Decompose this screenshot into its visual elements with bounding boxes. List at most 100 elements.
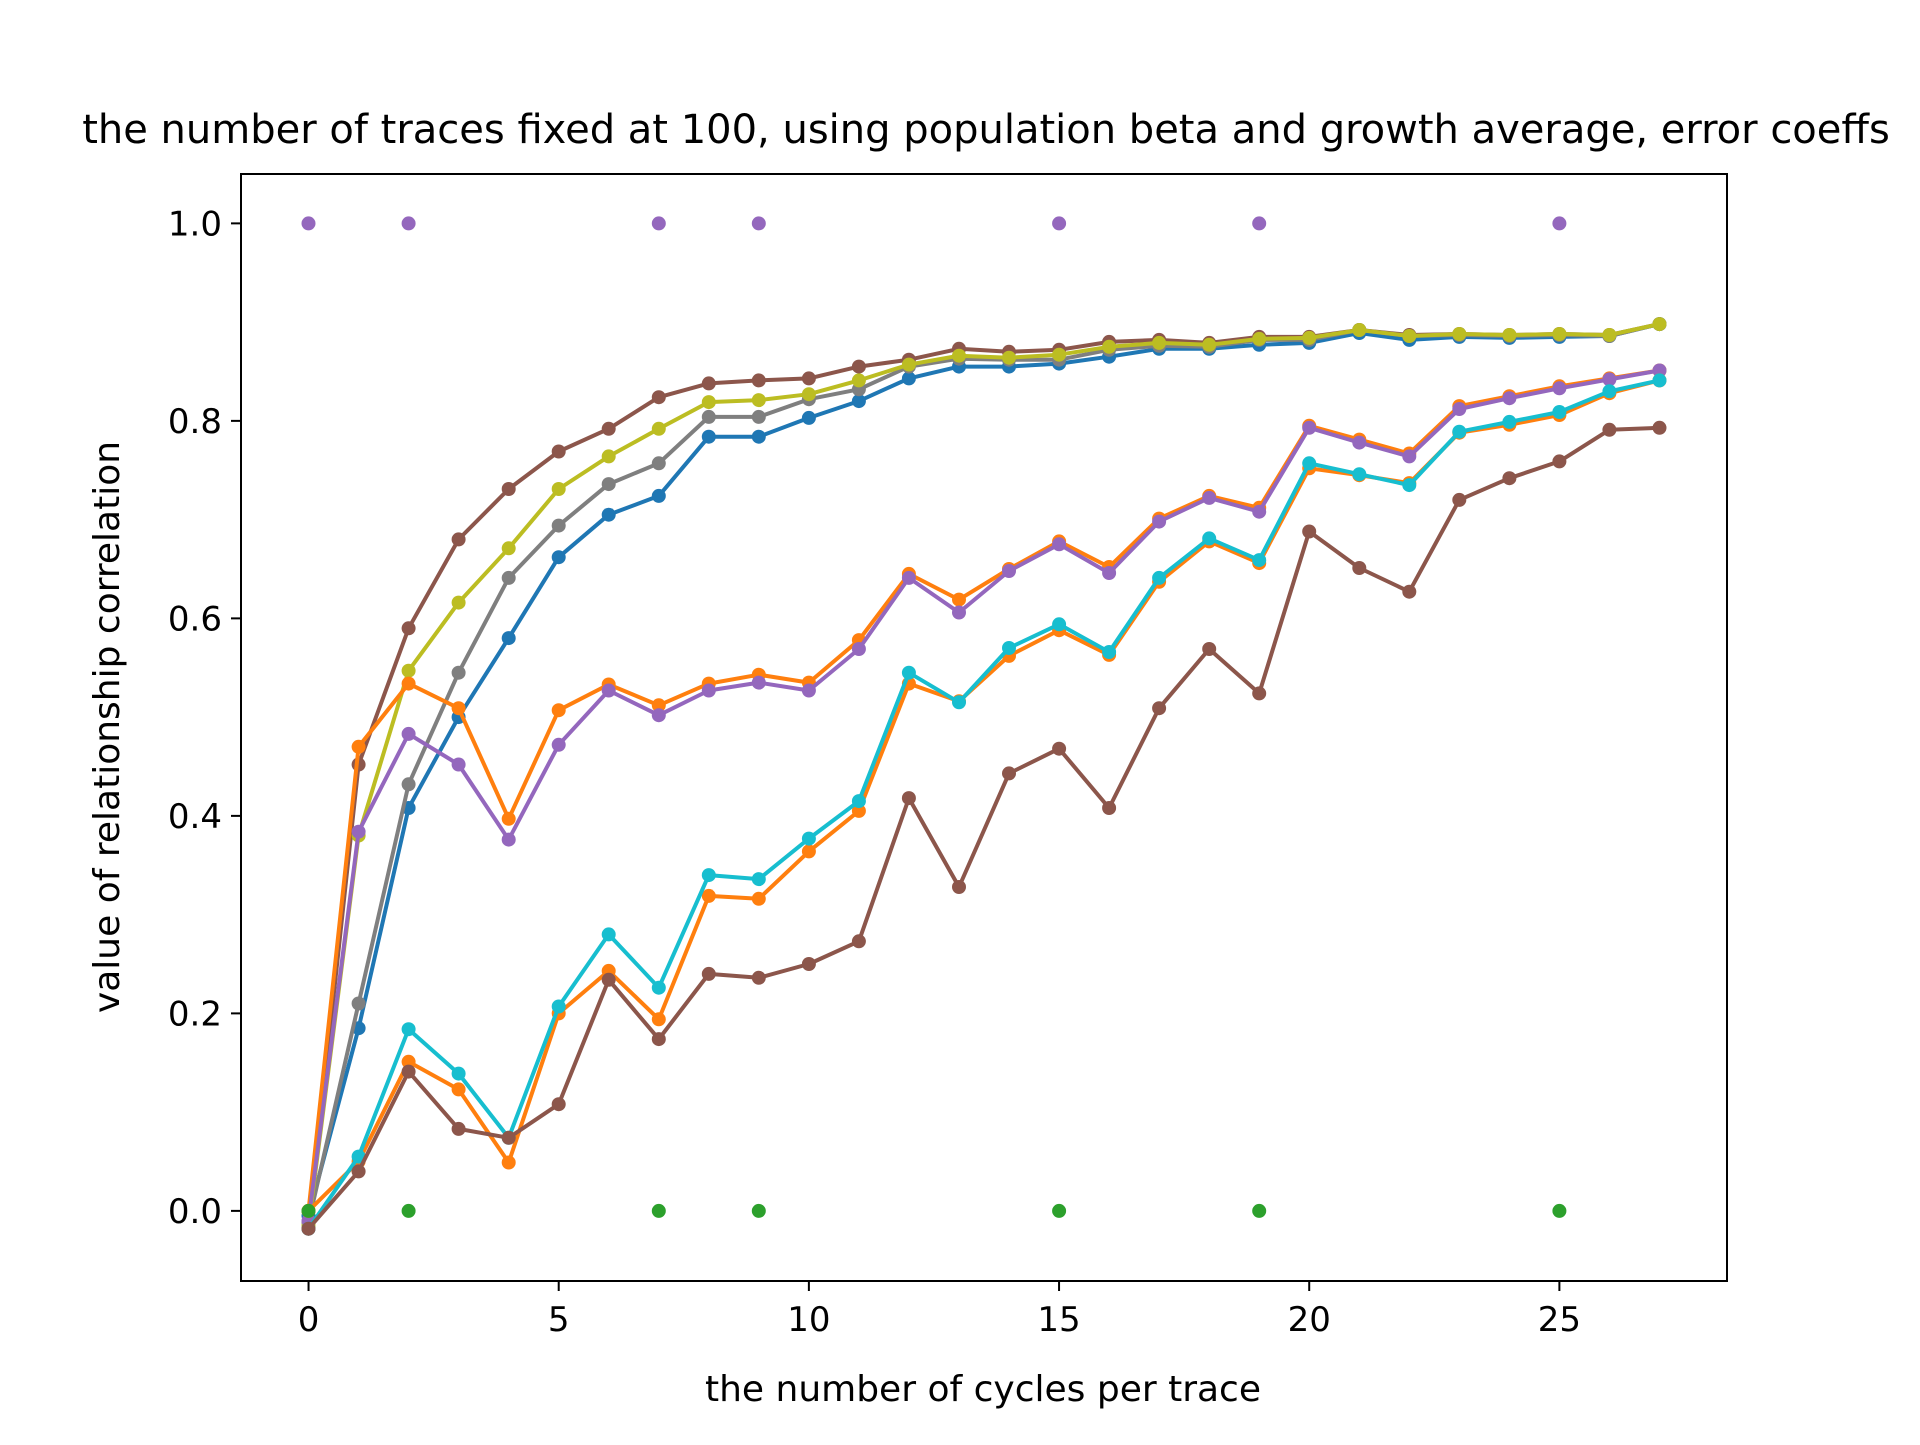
data-point xyxy=(1402,449,1417,464)
data-point xyxy=(1002,564,1016,578)
data-point xyxy=(751,970,766,985)
y-tick-label: 1.0 xyxy=(168,204,222,244)
data-point xyxy=(701,966,716,981)
series-2 xyxy=(301,317,1667,1230)
data-point xyxy=(401,676,416,691)
data-point xyxy=(1052,617,1067,632)
data-point xyxy=(451,701,466,716)
data-point xyxy=(451,1082,466,1097)
data-point xyxy=(1052,216,1067,231)
data-point xyxy=(1052,1203,1067,1218)
data-point xyxy=(401,663,416,678)
data-point xyxy=(801,371,816,386)
data-point xyxy=(1002,641,1016,655)
data-point xyxy=(801,683,816,698)
data-point xyxy=(1252,686,1267,701)
data-point xyxy=(601,927,616,942)
data-point xyxy=(551,482,566,496)
data-point xyxy=(1502,391,1517,406)
data-point xyxy=(1402,478,1417,493)
data-point xyxy=(851,642,866,656)
data-point xyxy=(701,409,716,424)
data-point xyxy=(1152,514,1167,529)
x-tick-label: 0 xyxy=(298,1300,320,1340)
data-point xyxy=(301,216,316,231)
data-point xyxy=(1502,328,1517,342)
data-point xyxy=(1552,1203,1567,1218)
data-point xyxy=(401,1064,416,1079)
data-point xyxy=(1402,329,1417,343)
series-8 xyxy=(301,420,1667,1236)
data-point xyxy=(651,390,666,405)
data-point xyxy=(1502,414,1517,429)
data-point xyxy=(1252,553,1267,568)
data-point xyxy=(401,1054,416,1069)
series-3 xyxy=(301,317,1667,1233)
data-point xyxy=(1302,524,1317,539)
x-axis-label: the number of cycles per trace xyxy=(705,1369,1261,1410)
data-point xyxy=(1252,331,1267,346)
y-tick-label: 0.6 xyxy=(168,599,222,639)
data-point xyxy=(451,757,466,772)
data-point xyxy=(301,1203,316,1218)
data-point xyxy=(851,803,866,818)
data-point xyxy=(952,592,966,607)
data-point xyxy=(451,1066,466,1081)
data-point xyxy=(1302,456,1317,471)
chart-title: the number of traces fixed at 100, using… xyxy=(82,107,1890,153)
data-point xyxy=(751,409,766,424)
data-point xyxy=(1352,561,1367,575)
data-point xyxy=(501,631,516,646)
data-point xyxy=(451,595,466,610)
data-point xyxy=(651,708,666,723)
data-point xyxy=(651,698,666,713)
data-point xyxy=(801,831,816,846)
data-point xyxy=(952,348,966,363)
data-point xyxy=(401,1203,416,1218)
data-point xyxy=(952,605,966,620)
data-point xyxy=(401,216,416,231)
data-point xyxy=(1602,328,1617,342)
data-point xyxy=(301,1221,316,1236)
series-1 xyxy=(301,317,1667,1223)
data-point xyxy=(1552,327,1567,341)
data-point xyxy=(501,570,516,585)
series-9 xyxy=(301,216,1567,231)
data-point xyxy=(751,891,766,906)
data-point xyxy=(701,429,716,444)
data-point xyxy=(1452,327,1467,341)
data-point xyxy=(551,1097,566,1112)
y-tick-label: 0.4 xyxy=(168,797,222,837)
series-10 xyxy=(301,1203,1567,1218)
data-point xyxy=(751,1203,766,1218)
data-point xyxy=(1152,701,1167,716)
data-point xyxy=(901,357,916,372)
data-point xyxy=(501,1130,516,1145)
data-point xyxy=(601,683,616,698)
y-tick-label: 0.2 xyxy=(168,994,222,1034)
data-point xyxy=(501,811,516,826)
data-point xyxy=(901,371,916,386)
data-point xyxy=(1052,347,1067,362)
data-point xyxy=(651,421,666,436)
data-point xyxy=(801,387,816,402)
data-point xyxy=(1602,422,1617,437)
series-line xyxy=(306,368,1662,1223)
data-point xyxy=(952,695,966,710)
series-line xyxy=(306,425,1662,1231)
data-point xyxy=(651,1012,666,1027)
data-point xyxy=(551,518,566,533)
data-point xyxy=(351,996,366,1011)
plot-area-frame xyxy=(240,173,1728,1282)
y-tick-label: 0.8 xyxy=(168,402,222,442)
x-tick-label: 10 xyxy=(787,1300,830,1340)
data-point xyxy=(1602,384,1617,399)
data-point xyxy=(801,410,816,425)
data-point xyxy=(601,477,616,492)
data-point xyxy=(501,832,516,847)
data-point xyxy=(751,429,766,444)
data-point xyxy=(651,456,666,471)
data-point xyxy=(401,1022,416,1037)
data-point xyxy=(1552,454,1567,469)
